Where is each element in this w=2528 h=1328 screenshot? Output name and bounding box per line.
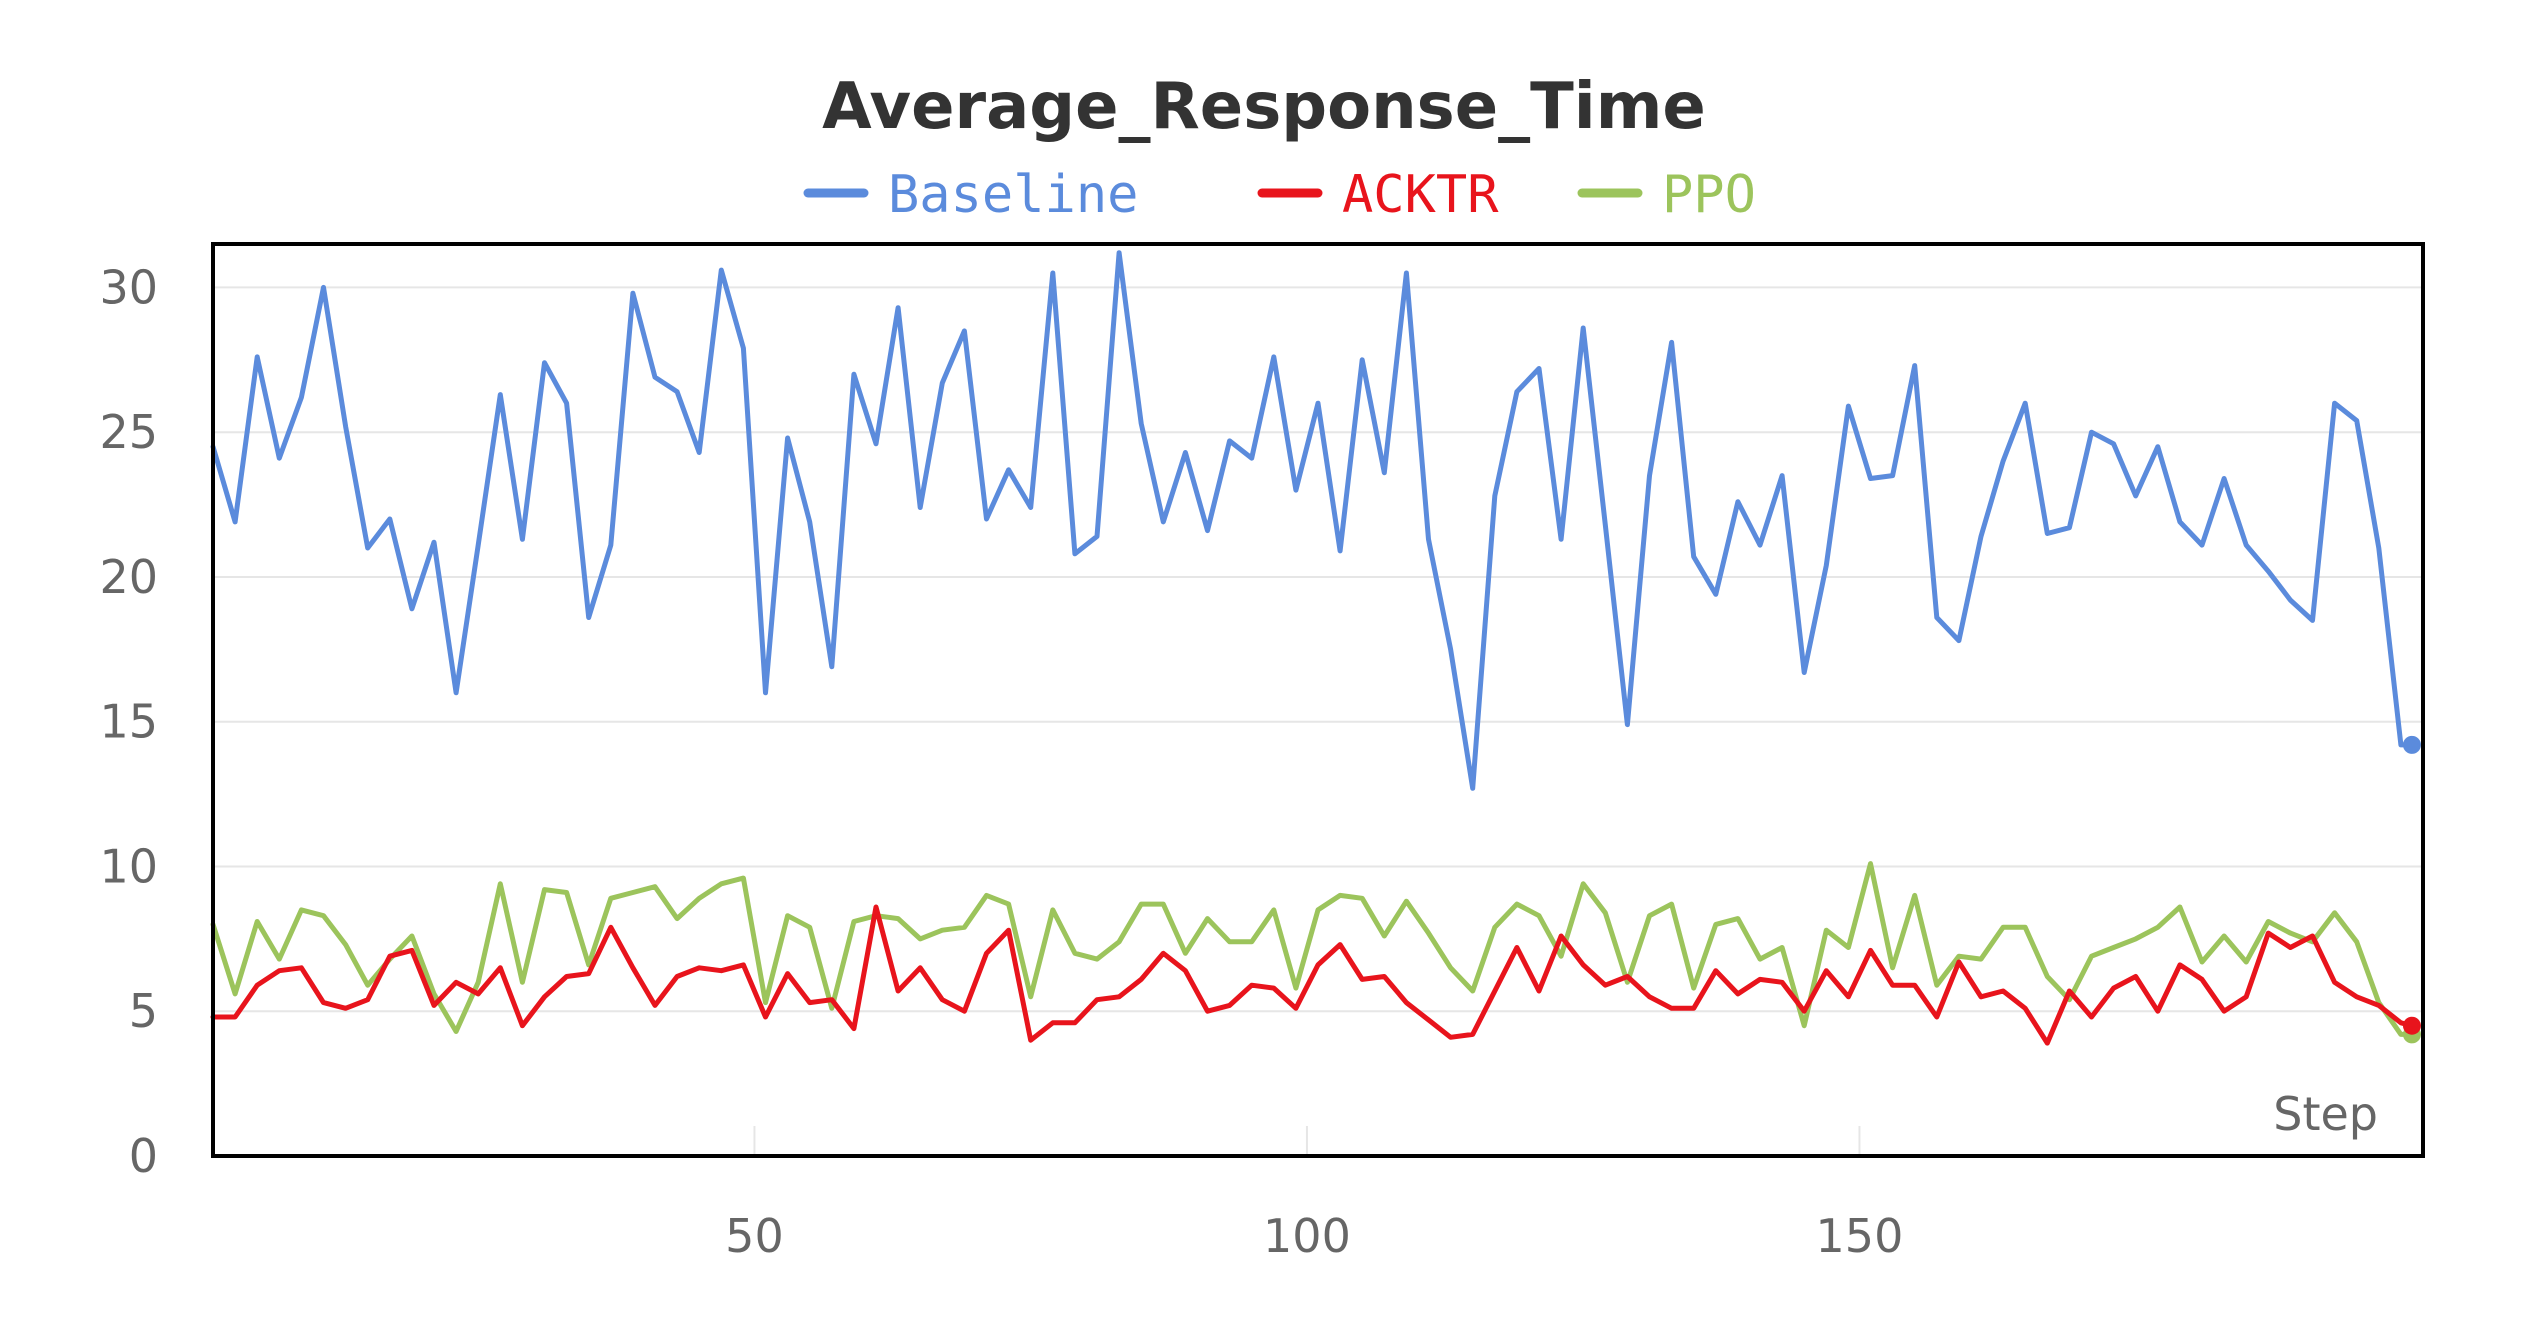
x-tick-label-0: 50 (725, 1209, 784, 1263)
series-end-point-baseline (2402, 735, 2421, 754)
y-tick-label-2: 10 (99, 839, 158, 893)
chart-legend: Baseline ACKTR PPO (803, 165, 1756, 225)
plot-frame (211, 242, 2425, 1158)
legend-label-acktr: ACKTR (1342, 165, 1499, 225)
x-axis-ticks: 50 100 150 (725, 1209, 1903, 1263)
series-line-baseline (210, 250, 2415, 791)
series-end-point-acktr (2402, 1016, 2421, 1035)
x-tick-label-2: 150 (1816, 1209, 1904, 1263)
series-layer (210, 250, 2421, 1046)
y-axis-ticks: 0 5 10 15 20 25 30 (99, 260, 158, 1183)
y-tick-label-1: 5 (129, 984, 158, 1038)
series-line-ppo (210, 861, 2415, 1037)
y-tick-label-4: 20 (99, 550, 158, 604)
series-line-acktr (210, 904, 2415, 1046)
chart-title: Average_Response_Time (822, 70, 1706, 144)
y-tick-label-5: 25 (99, 405, 158, 459)
legend-label-ppo: PPO (1662, 165, 1756, 225)
chart-grid (213, 286, 2423, 1156)
x-tick-label-1: 100 (1263, 1209, 1351, 1263)
y-tick-label-0: 0 (129, 1129, 158, 1183)
x-axis-label: Step (2273, 1087, 2378, 1141)
y-tick-label-3: 15 (99, 695, 158, 749)
legend-label-baseline: Baseline (888, 165, 1138, 225)
y-tick-label-6: 30 (99, 260, 158, 314)
